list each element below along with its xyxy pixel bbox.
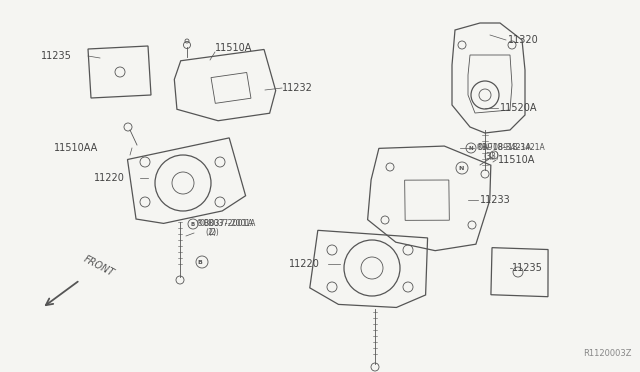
- Text: ®N¯0B918-3421A: ®N¯0B918-3421A: [476, 144, 545, 153]
- Text: FRONT: FRONT: [82, 254, 116, 278]
- Text: 0B037-2001A: 0B037-2001A: [200, 219, 254, 228]
- Text: 11235: 11235: [41, 51, 72, 61]
- Text: (2): (2): [208, 228, 219, 237]
- Text: ®0B037-2001A: ®0B037-2001A: [196, 219, 255, 228]
- Text: N: N: [458, 166, 464, 170]
- Text: 11233: 11233: [480, 195, 511, 205]
- Text: N: N: [468, 145, 474, 151]
- Text: 11520A: 11520A: [500, 103, 538, 113]
- Text: B: B: [191, 221, 195, 227]
- Text: (3): (3): [483, 153, 494, 161]
- Text: B: B: [198, 260, 202, 264]
- Text: 11320: 11320: [508, 35, 539, 45]
- Text: 11510AA: 11510AA: [54, 143, 98, 153]
- Text: 11220: 11220: [289, 259, 320, 269]
- Text: 11510A: 11510A: [498, 155, 536, 165]
- Text: 11235: 11235: [512, 263, 543, 273]
- Text: (2): (2): [205, 228, 216, 237]
- Text: 11220: 11220: [94, 173, 125, 183]
- Text: (3): (3): [488, 153, 499, 161]
- Text: 0B918-3421A: 0B918-3421A: [478, 144, 532, 153]
- Text: 11232: 11232: [282, 83, 313, 93]
- Text: 11510A: 11510A: [215, 43, 252, 53]
- Text: R1120003Z: R1120003Z: [584, 349, 632, 358]
